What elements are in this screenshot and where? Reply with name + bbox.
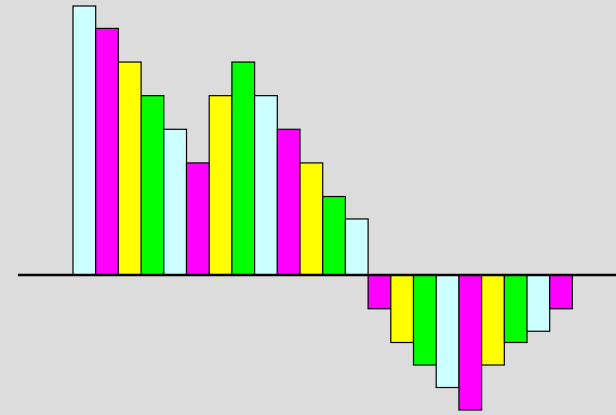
bar: [185, 162, 210, 276]
bar: [231, 61, 256, 276]
bar: [549, 274, 574, 310]
bar: [367, 274, 392, 310]
bar: [458, 274, 483, 411]
bar: [276, 128, 301, 276]
bar: [140, 95, 165, 276]
bars-layer: [72, 5, 574, 411]
bar: [526, 274, 551, 332]
bar: [95, 27, 119, 276]
bar: [117, 61, 142, 276]
bar: [503, 274, 528, 344]
bar: [435, 274, 460, 389]
bar: [163, 128, 188, 276]
bar: [72, 5, 97, 276]
bar: [254, 95, 278, 276]
bar: [208, 95, 233, 276]
bar: [299, 162, 324, 276]
bar: [322, 195, 347, 276]
bar: [390, 274, 415, 344]
bar: [412, 274, 437, 366]
bar: [481, 274, 505, 366]
bar: [344, 218, 369, 276]
